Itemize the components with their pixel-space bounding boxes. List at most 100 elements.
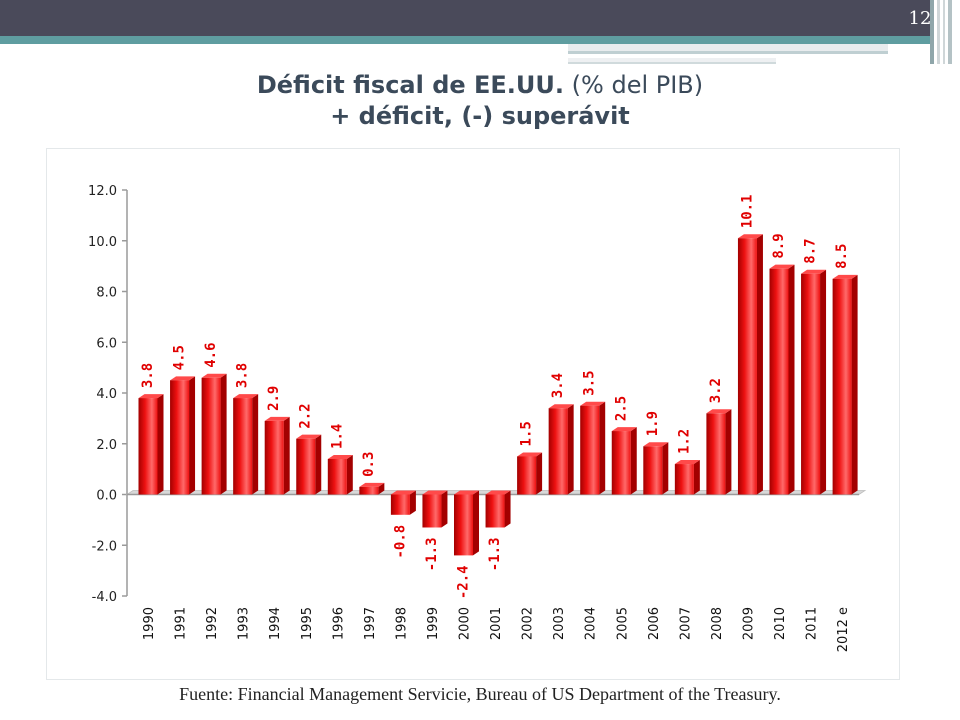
teal-accent-strip <box>0 36 930 44</box>
bar-top <box>643 442 669 447</box>
data-label: 8.5 <box>834 244 850 269</box>
decorative-line-1 <box>568 44 888 54</box>
x-tick-label: 2006 <box>647 607 662 640</box>
x-tick-label: 2012 e <box>836 607 851 652</box>
decorative-vbar-3 <box>943 0 945 64</box>
data-label: 1.4 <box>329 424 345 449</box>
bar <box>769 268 789 495</box>
x-tick-label: 2010 <box>773 607 788 640</box>
data-label: 2.2 <box>298 403 314 428</box>
bar-side <box>820 269 827 495</box>
bar <box>548 408 568 495</box>
bar-top <box>390 490 416 495</box>
data-label: 8.7 <box>803 238 819 263</box>
bar-side <box>536 452 543 495</box>
bar-side <box>189 376 196 495</box>
decorative-vbar-4 <box>948 0 952 64</box>
x-tick-label: 2007 <box>678 607 693 640</box>
bar-top <box>737 234 763 239</box>
bar-side <box>693 460 700 495</box>
slide-title: Déficit fiscal de EE.UU. (% del PIB) + d… <box>0 70 960 132</box>
bar <box>517 456 537 495</box>
y-tick-label: 6.0 <box>96 336 117 351</box>
bar-top <box>422 490 448 495</box>
bar <box>706 413 726 495</box>
y-tick-label: -2.0 <box>92 539 117 554</box>
bar <box>138 398 158 495</box>
bar <box>296 438 316 495</box>
decorative-vbar-1 <box>930 0 934 64</box>
data-label: 1.9 <box>645 411 661 436</box>
y-tick-label: 10.0 <box>88 235 117 250</box>
bar <box>801 273 821 495</box>
x-tick-label: 2003 <box>552 607 567 640</box>
bar <box>201 377 221 495</box>
title-line-1: Déficit fiscal de EE.UU. (% del PIB) <box>0 70 960 101</box>
bar <box>643 446 663 495</box>
bar-side <box>756 234 763 495</box>
bar-top <box>769 264 795 269</box>
data-label: 3.8 <box>140 363 156 388</box>
x-tick-label: 1992 <box>205 607 220 640</box>
x-tick-label: 1991 <box>174 607 189 640</box>
data-label: 4.5 <box>172 345 188 370</box>
bar <box>359 486 379 495</box>
x-tick-label: 2005 <box>615 607 630 640</box>
bar-side <box>378 482 385 495</box>
x-tick-label: 1998 <box>394 607 409 640</box>
bar-top <box>706 409 732 414</box>
x-tick-label: 2000 <box>458 607 473 640</box>
bar-side <box>441 490 448 528</box>
bar <box>233 398 253 495</box>
bar-top <box>517 452 543 457</box>
y-tick-label: 2.0 <box>96 438 117 453</box>
x-tick-label: 2001 <box>489 607 504 640</box>
top-banner <box>0 0 930 36</box>
data-label: 3.2 <box>708 378 724 403</box>
bar <box>390 494 410 515</box>
title-line-2: + déficit, (-) superávit <box>0 101 960 132</box>
y-tick-label: 4.0 <box>96 387 117 402</box>
deficit-bar-chart: 12.0 10.0 8.0 6.0 4.0 2.0 0.0 -2.0 -4.0 3.8 1990 4.… <box>88 184 867 652</box>
decorative-vbar-2 <box>937 0 940 64</box>
bar-top <box>801 269 827 274</box>
bar <box>170 380 190 495</box>
bar-side <box>473 490 479 556</box>
x-tick-label: 1993 <box>237 607 252 640</box>
bar-side <box>220 373 227 495</box>
page-number: 12 <box>908 8 932 29</box>
bar-side <box>851 274 858 495</box>
y-tick-label: -4.0 <box>92 590 117 605</box>
bar-side <box>157 394 164 495</box>
decorative-line-2 <box>568 58 776 64</box>
bar-top <box>611 427 637 432</box>
data-label: 2.9 <box>266 386 282 411</box>
data-label: 3.5 <box>582 370 598 395</box>
bar-top <box>327 454 353 459</box>
title-light: (% del PIB) <box>571 71 704 99</box>
data-label: -0.8 <box>392 525 408 559</box>
bar-side <box>788 264 795 495</box>
data-label: 4.6 <box>203 342 219 367</box>
bar-top <box>832 274 858 279</box>
bar-side <box>283 416 290 495</box>
data-label: 3.8 <box>235 363 251 388</box>
bar-top <box>296 434 322 439</box>
x-tick-label: 1995 <box>300 607 315 640</box>
bar <box>611 431 631 495</box>
bar-top <box>359 482 385 487</box>
bar <box>674 464 694 495</box>
data-label: -1.3 <box>487 537 503 571</box>
data-label: -2.4 <box>456 565 472 599</box>
bar-side <box>725 409 732 495</box>
bar-top <box>264 416 290 421</box>
x-tick-label: 1990 <box>142 607 157 640</box>
bar-top <box>548 404 574 409</box>
data-label: 1.5 <box>519 421 535 446</box>
bar-top <box>170 376 196 381</box>
bar <box>454 494 473 556</box>
y-tick-label: 12.0 <box>88 184 117 199</box>
bar-top <box>485 490 511 495</box>
bar-side <box>504 490 511 528</box>
chart-frame: 12.0 10.0 8.0 6.0 4.0 2.0 0.0 -2.0 -4.0 3.8 1990 4.… <box>46 148 900 680</box>
